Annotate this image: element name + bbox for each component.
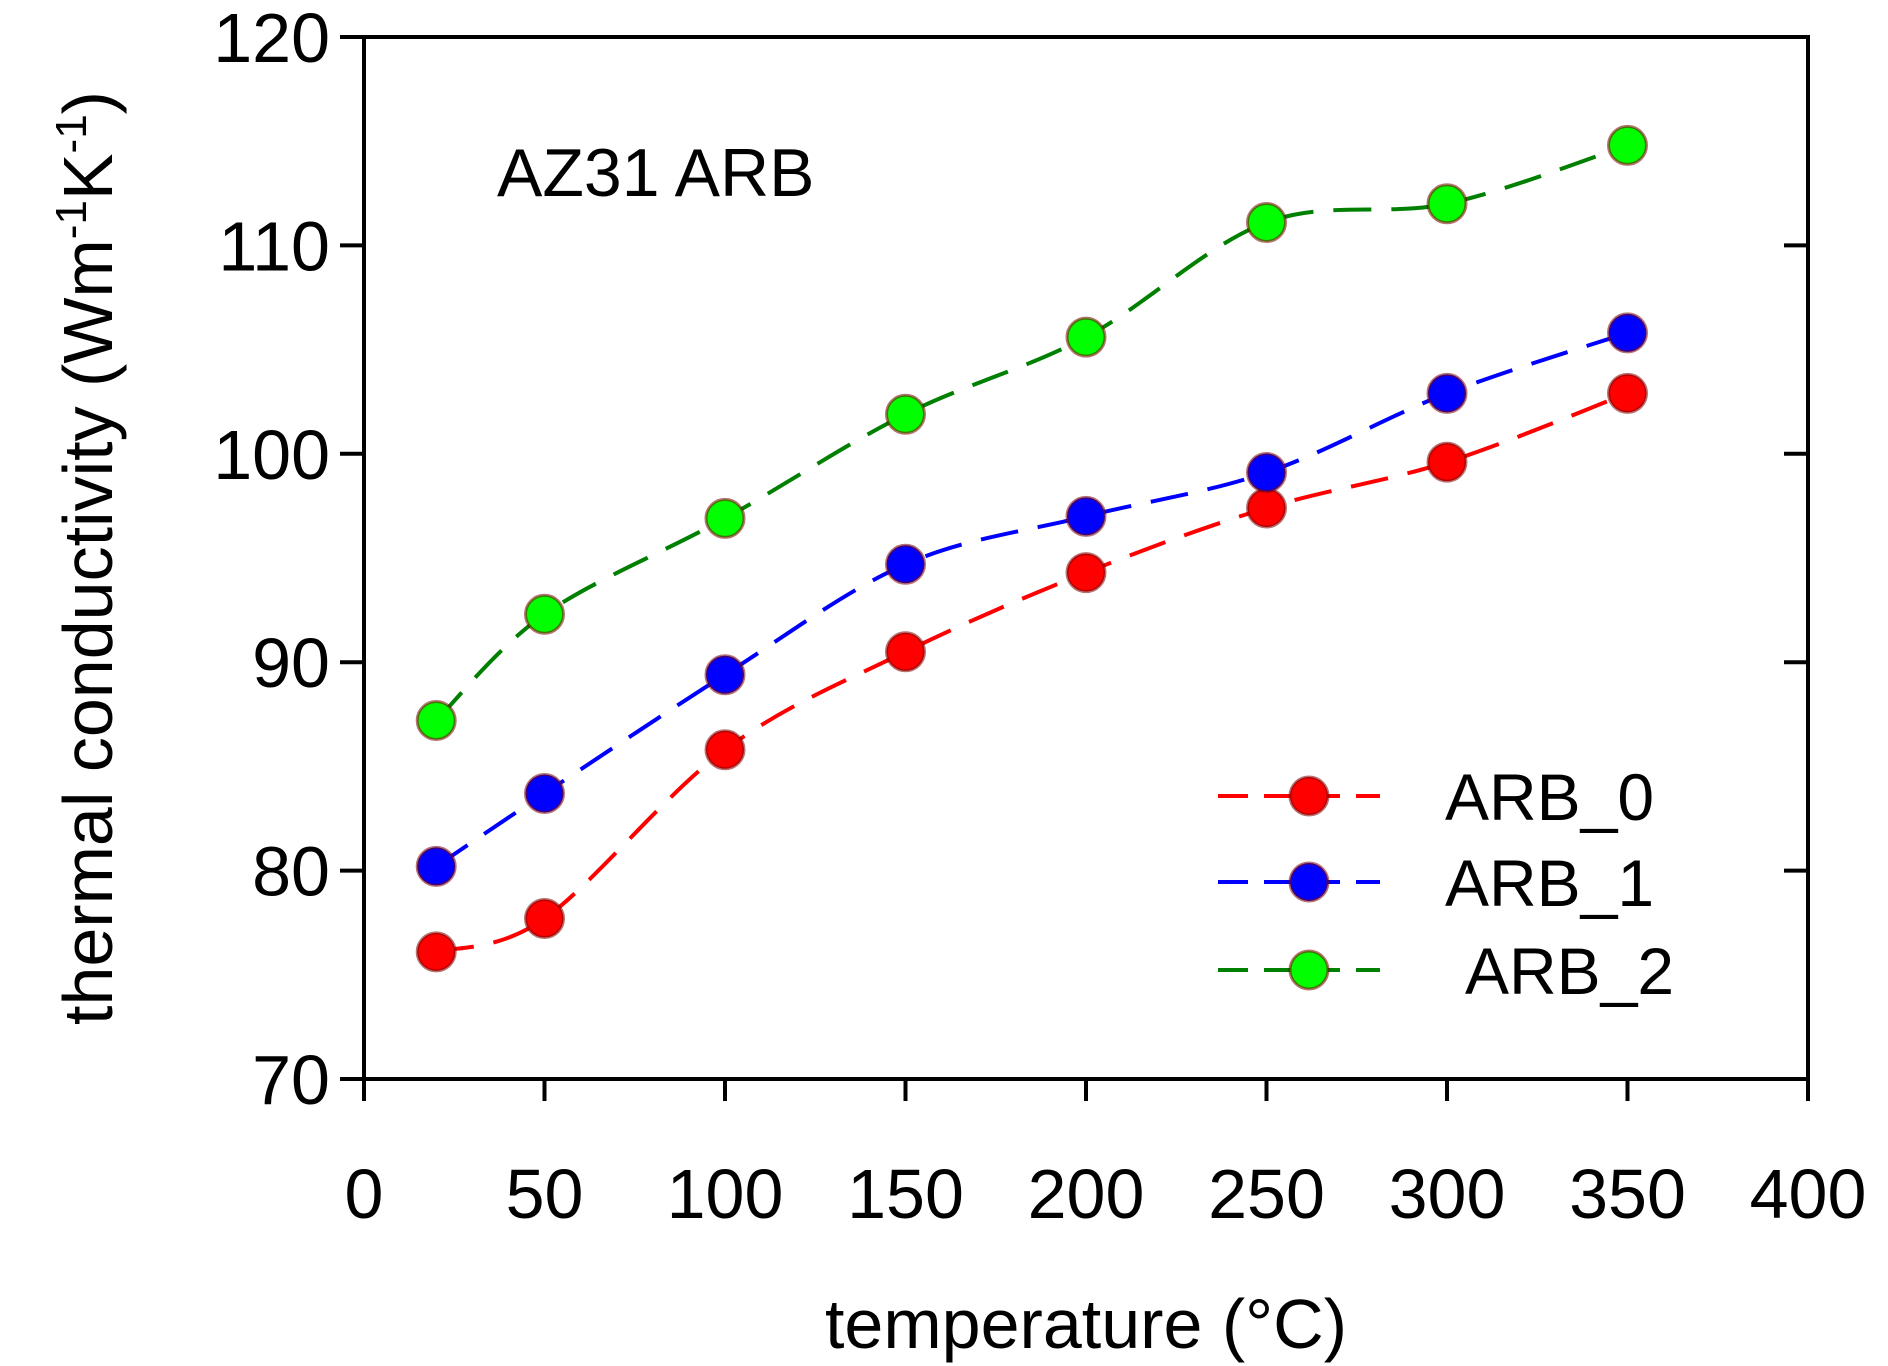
y-tick-label: 80	[252, 833, 330, 911]
x-tick-label: 400	[1750, 1155, 1867, 1233]
data-point-ARB_1	[1246, 452, 1287, 494]
data-point-ARB_2	[1246, 201, 1287, 243]
data-point-ARB_0	[1607, 372, 1648, 414]
y-axis-label-close: )	[49, 91, 127, 114]
series-line-ARB_1	[435, 331, 1629, 869]
legend-label-ARB_1: ARB_1	[1445, 846, 1654, 920]
x-tick-label: 100	[667, 1155, 784, 1233]
x-tick-label: 250	[1208, 1155, 1325, 1233]
data-point-ARB_1	[885, 543, 926, 585]
x-tick-label: 0	[345, 1155, 384, 1233]
data-point-ARB_1	[704, 654, 746, 696]
data-point-ARB_2	[885, 393, 926, 435]
data-point-ARB_0	[885, 631, 926, 673]
y-axis-ticks: 70 80 90 100 110 120	[213, 0, 1808, 1119]
data-point-ARB_0	[524, 898, 565, 940]
y-axis-label-sup2: -1	[47, 114, 96, 153]
annotation-label: AZ31 ARB	[497, 135, 815, 211]
x-tick-label: 350	[1569, 1155, 1686, 1233]
y-tick-label: 100	[213, 416, 330, 494]
x-tick-label: 200	[1028, 1155, 1145, 1233]
y-tick-label: 90	[252, 624, 330, 702]
data-point-ARB_2	[415, 700, 457, 742]
data-point-ARB_0	[415, 931, 457, 973]
data-point-ARB_1	[1065, 495, 1107, 537]
series-lines	[434, 143, 1629, 954]
y-tick-label: 70	[252, 1041, 330, 1119]
legend-marker-ARB_1	[1288, 861, 1330, 903]
data-point-ARB_2	[524, 593, 565, 635]
x-tick-label: 150	[847, 1155, 964, 1233]
x-axis-ticks: 0 50 100 150 200 250 300 350 400	[345, 1079, 1867, 1233]
data-point-ARB_1	[415, 845, 457, 887]
data-point-ARB_2	[1607, 124, 1648, 166]
data-point-ARB_1	[1607, 312, 1648, 354]
y-axis-label-main: thermal conductivity (Wm	[49, 239, 127, 1025]
y-tick-label: 110	[218, 207, 330, 285]
x-axis-label: temperature (°C)	[825, 1285, 1347, 1363]
data-point-ARB_0	[1426, 441, 1468, 483]
data-point-ARB_2	[704, 497, 746, 539]
series-line-ARB_2	[434, 143, 1629, 722]
x-tick-label: 50	[506, 1155, 584, 1233]
series-line-ARB_0	[435, 391, 1629, 954]
data-point-ARB_2	[1426, 183, 1468, 225]
data-point-ARB_0	[1246, 487, 1287, 529]
data-point-ARB_2	[1065, 316, 1107, 358]
legend-label-ARB_0: ARB_0	[1445, 760, 1654, 834]
data-point-ARB_0	[704, 729, 746, 771]
y-axis-label-k: K	[49, 153, 127, 200]
data-point-ARB_0	[1065, 552, 1107, 594]
legend: ARB_0 ARB_1 ARB_2	[1218, 760, 1674, 1008]
series-points	[415, 124, 1648, 973]
x-tick-label: 300	[1389, 1155, 1506, 1233]
legend-marker-ARB_2	[1288, 949, 1330, 991]
data-point-ARB_1	[1426, 372, 1468, 414]
y-tick-label: 120	[213, 0, 330, 77]
y-axis-label: thermal conductivity (Wm-1K-1)	[47, 91, 127, 1025]
legend-marker-ARB_0	[1288, 775, 1330, 817]
data-point-ARB_1	[524, 772, 565, 814]
legend-label-ARB_2: ARB_2	[1465, 934, 1674, 1008]
y-axis-label-sup1: -1	[47, 200, 96, 239]
